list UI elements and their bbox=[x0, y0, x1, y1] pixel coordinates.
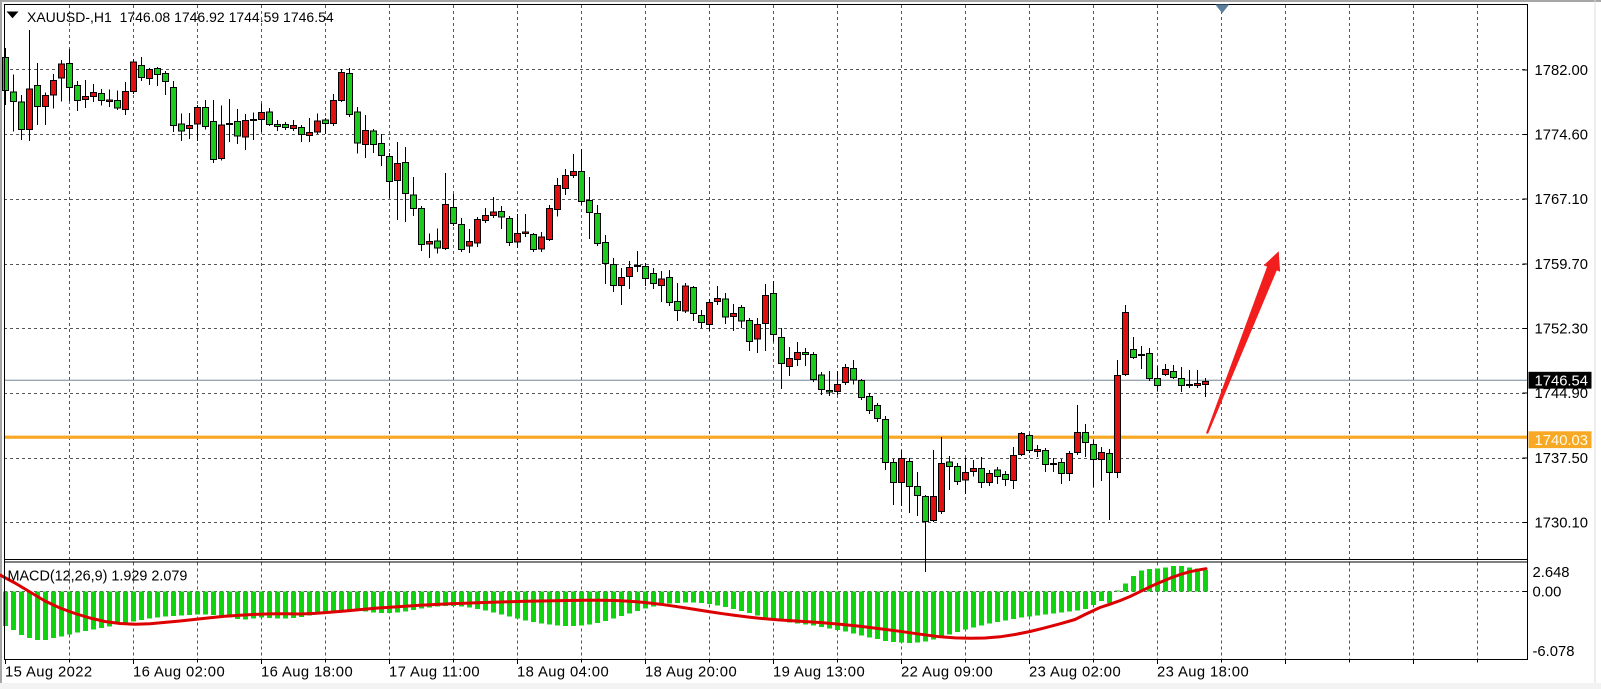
svg-text:0.00: 0.00 bbox=[1533, 585, 1562, 601]
svg-text:MACD(12,26,9) 1.929 2.079: MACD(12,26,9) 1.929 2.079 bbox=[7, 568, 187, 584]
svg-text:1752.30: 1752.30 bbox=[1535, 322, 1589, 338]
svg-text:15 Aug 2022: 15 Aug 2022 bbox=[5, 665, 93, 681]
svg-text:17 Aug 11:00: 17 Aug 11:00 bbox=[389, 665, 480, 681]
svg-text:XAUUSD-,H1 1746.08 1746.92 17: XAUUSD-,H1 1746.08 1746.92 1744.59 1746.… bbox=[27, 9, 334, 25]
svg-text:2.648: 2.648 bbox=[1533, 565, 1570, 581]
svg-text:1774.60: 1774.60 bbox=[1535, 128, 1589, 144]
svg-text:1767.10: 1767.10 bbox=[1535, 192, 1589, 208]
svg-text:16 Aug 18:00: 16 Aug 18:00 bbox=[261, 665, 353, 681]
svg-text:19 Aug 13:00: 19 Aug 13:00 bbox=[773, 665, 865, 681]
svg-text:16 Aug 02:00: 16 Aug 02:00 bbox=[133, 665, 225, 681]
svg-text:23 Aug 02:00: 23 Aug 02:00 bbox=[1029, 665, 1121, 681]
svg-text:1759.70: 1759.70 bbox=[1535, 257, 1589, 273]
svg-text:18 Aug 20:00: 18 Aug 20:00 bbox=[645, 665, 737, 681]
svg-text:1737.50: 1737.50 bbox=[1535, 451, 1589, 467]
svg-text:18 Aug 04:00: 18 Aug 04:00 bbox=[517, 665, 609, 681]
svg-text:23 Aug 18:00: 23 Aug 18:00 bbox=[1157, 665, 1249, 681]
svg-text:-6.078: -6.078 bbox=[1533, 644, 1575, 660]
svg-text:1730.10: 1730.10 bbox=[1535, 516, 1589, 532]
svg-text:1746.54: 1746.54 bbox=[1535, 373, 1589, 389]
svg-text:1744.90: 1744.90 bbox=[1535, 386, 1589, 402]
svg-text:1740.03: 1740.03 bbox=[1535, 433, 1589, 449]
svg-text:22 Aug 09:00: 22 Aug 09:00 bbox=[901, 665, 993, 681]
svg-text:1782.00: 1782.00 bbox=[1535, 63, 1589, 79]
